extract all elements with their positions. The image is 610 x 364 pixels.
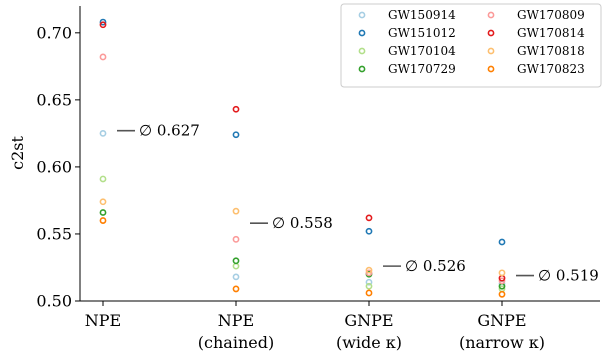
data-point — [232, 262, 240, 270]
data-point — [498, 290, 506, 298]
data-point — [498, 269, 506, 277]
x-tick-label: NPE — [218, 311, 254, 330]
data-point — [365, 214, 373, 222]
data-point — [99, 209, 107, 216]
legend-label: GW170814 — [517, 26, 585, 40]
x-tick-sublabel: (chained) — [198, 333, 274, 352]
legend-marker — [358, 47, 366, 55]
y-axis-title: c2st — [8, 136, 27, 170]
y-tick-label: 0.55 — [36, 224, 72, 243]
data-point — [99, 217, 107, 224]
data-point — [232, 131, 240, 139]
mean-annotations: ∅ 0.627 ∅ 0.558 ∅ 0.526 ∅ 0.519 — [117, 122, 599, 285]
y-tick-label: 0.50 — [36, 292, 72, 311]
data-point — [365, 227, 373, 235]
data-point — [498, 277, 506, 285]
y-axis-ticks: 0.50 0.55 0.60 0.65 0.70 — [36, 23, 80, 311]
x-tick-label: GNPE — [477, 311, 526, 330]
mean-label: ∅ 0.627 — [139, 122, 200, 140]
mean-label: ∅ 0.519 — [538, 267, 599, 285]
legend-marker — [487, 65, 495, 73]
data-point — [365, 278, 373, 286]
data-point — [99, 129, 107, 137]
legend-label: GW170104 — [388, 44, 456, 58]
legend-label: GW150914 — [388, 8, 456, 22]
legend-marker — [358, 29, 366, 37]
y-tick-label: 0.65 — [36, 90, 72, 109]
legend-marker — [358, 65, 366, 73]
mean-label: ∅ 0.526 — [405, 257, 466, 275]
data-point — [232, 257, 240, 265]
data-point — [365, 269, 373, 277]
legend-marker — [487, 29, 495, 37]
legend-label: GW151012 — [388, 26, 456, 40]
y-tick-label: 0.70 — [36, 23, 72, 42]
data-point — [99, 175, 107, 183]
data-point — [99, 53, 107, 61]
legend-marker — [487, 47, 495, 55]
data-point — [232, 273, 240, 281]
x-tick-label: NPE — [85, 311, 121, 330]
legend-marker — [487, 11, 495, 19]
data-point — [99, 198, 107, 206]
data-point — [99, 18, 107, 26]
legend: GW150914 GW151012 GW170104 GW170729 GW170809… — [340, 3, 602, 88]
legend-label: GW170729 — [388, 62, 456, 76]
data-point — [232, 105, 240, 113]
data-point — [232, 285, 240, 293]
legend-box — [340, 3, 602, 88]
x-tick-sublabel: (narrow κ) — [459, 333, 545, 352]
data-point — [365, 289, 373, 297]
data-points — [99, 18, 506, 298]
data-point — [232, 207, 240, 215]
legend-label: GW170823 — [517, 62, 585, 76]
legend-label: GW170809 — [517, 8, 585, 22]
legend-label: GW170818 — [517, 44, 585, 58]
data-point — [365, 282, 373, 290]
axes — [79, 6, 600, 302]
legend-marker — [358, 11, 366, 19]
y-tick-label: 0.60 — [36, 157, 72, 176]
data-point — [232, 235, 240, 243]
x-tick-sublabel: (wide κ) — [336, 333, 402, 352]
x-axis-ticks: NPE NPE (chained) GNPE (wide κ) GNPE (narrow κ… — [85, 301, 545, 352]
data-point — [365, 266, 373, 274]
data-point — [498, 238, 506, 246]
mean-label: ∅ 0.558 — [272, 214, 333, 232]
data-point — [99, 21, 107, 29]
y-axis-title-group: c2st — [8, 136, 27, 170]
x-tick-label: GNPE — [344, 311, 393, 330]
